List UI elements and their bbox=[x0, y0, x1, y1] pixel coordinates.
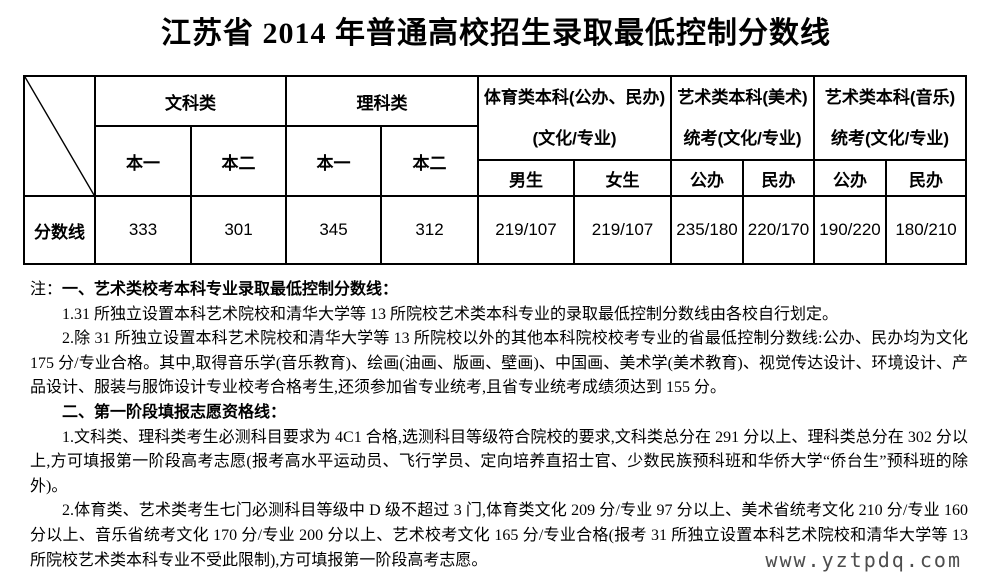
header-sports-line2: (文化/专业) bbox=[532, 129, 617, 148]
header-art-music-line1: 艺术类本科(音乐) bbox=[824, 88, 956, 107]
score-cell-wenke-ben2: 301 bbox=[190, 195, 287, 265]
subheader-female: 女生 bbox=[572, 159, 673, 197]
note-label: 注： bbox=[30, 281, 63, 298]
score-row-label: 分数线 bbox=[23, 195, 96, 265]
score-cell-meishu-private: 220/170 bbox=[742, 195, 816, 265]
score-cell-sports-male: 219/107 bbox=[477, 195, 575, 265]
header-art-fine-arts-line2: 统考(文化/专业) bbox=[683, 129, 802, 148]
subheader-like-ben1: 本一 bbox=[285, 125, 382, 197]
header-science: 理科类 bbox=[285, 75, 479, 127]
header-row-batches: 本一 本二 本一 本二 bbox=[24, 125, 966, 197]
score-cell-sports-female: 219/107 bbox=[572, 195, 673, 265]
subheader-wenke-ben2: 本二 bbox=[190, 125, 287, 197]
score-cell-yinyue-private: 180/210 bbox=[885, 195, 968, 265]
section1-heading: 一、艺术类校考本科专业录取最低控制分数线： bbox=[62, 281, 399, 298]
score-cell-wenke-ben1: 333 bbox=[94, 195, 192, 265]
section2-heading: 二、第一阶段填报志愿资格线： bbox=[62, 403, 287, 421]
header-sports-line1: 体育类本科(公办、民办) bbox=[483, 88, 666, 107]
header-art-fine-arts: 艺术类本科(美术) 统考(文化/专业) bbox=[670, 75, 816, 161]
header-row-categories: 男生 女生 公办 民办 公办 民办 bbox=[24, 159, 968, 197]
score-table: 文科类 理科类 体育类本科(公办、民办) (文化/专业) 艺术类本科(美术) 统… bbox=[23, 75, 968, 265]
header-liberal-arts: 文科类 bbox=[94, 75, 287, 127]
header-sports: 体育类本科(公办、民办) (文化/专业) bbox=[476, 75, 673, 161]
diagonal-line bbox=[25, 77, 94, 195]
header-art-music: 艺术类本科(音乐) 统考(文化/专业) bbox=[813, 75, 968, 161]
corner-cell bbox=[23, 75, 96, 197]
subheader-wenke-ben1: 本一 bbox=[94, 125, 192, 197]
page-title: 江苏省 2014 年普通高校招生录取最低控制分数线 bbox=[161, 17, 831, 50]
header-art-music-line2: 统考(文化/专业) bbox=[831, 129, 950, 148]
header-row-groups: 文科类 理科类 体育类本科(公办、民办) (文化/专业) 艺术类本科(美术) 统… bbox=[23, 75, 968, 197]
header-art-fine-arts-line1: 艺术类本科(美术) bbox=[677, 88, 808, 107]
subheader-male: 男生 bbox=[477, 159, 575, 197]
notes-section: 注：一、艺术类校考本科专业录取最低控制分数线： 1.31 所独立设置本科艺术院校… bbox=[30, 278, 968, 573]
subheader-yinyue-private: 民办 bbox=[885, 159, 968, 197]
section1-item2: 2.除 31 所独立设置本科艺术院校和清华大学等 13 所院校以外的其他本科院校… bbox=[30, 330, 968, 397]
subheader-meishu-public: 公办 bbox=[670, 159, 745, 197]
watermark: www.yztpdq.com bbox=[765, 548, 962, 572]
subheader-meishu-private: 民办 bbox=[742, 159, 816, 197]
section1-item1: 1.31 所独立设置本科艺术院校和清华大学等 13 所院校艺术类本科专业的录取最… bbox=[62, 305, 839, 323]
score-cell-yinyue-public: 190/220 bbox=[813, 195, 888, 265]
note-intro-line: 注：一、艺术类校考本科专业录取最低控制分数线： bbox=[30, 278, 968, 303]
score-row: 分数线 333 301 345 312 219/107 219/107 235/… bbox=[23, 195, 968, 265]
score-cell-like-ben1: 345 bbox=[285, 195, 382, 265]
section2-item1: 1.文科类、理科类考生必测科目要求为 4C1 合格,选测科目等级符合院校的要求,… bbox=[30, 428, 968, 495]
score-cell-meishu-public: 235/180 bbox=[670, 195, 745, 265]
score-cell-like-ben2: 312 bbox=[380, 195, 479, 265]
section2-item2: 2.体育类、艺术类考生七门必测科目等级中 D 级不超过 3 门,体育类文化 20… bbox=[30, 502, 968, 569]
subheader-like-ben2: 本二 bbox=[380, 125, 479, 197]
subheader-yinyue-public: 公办 bbox=[813, 159, 888, 197]
